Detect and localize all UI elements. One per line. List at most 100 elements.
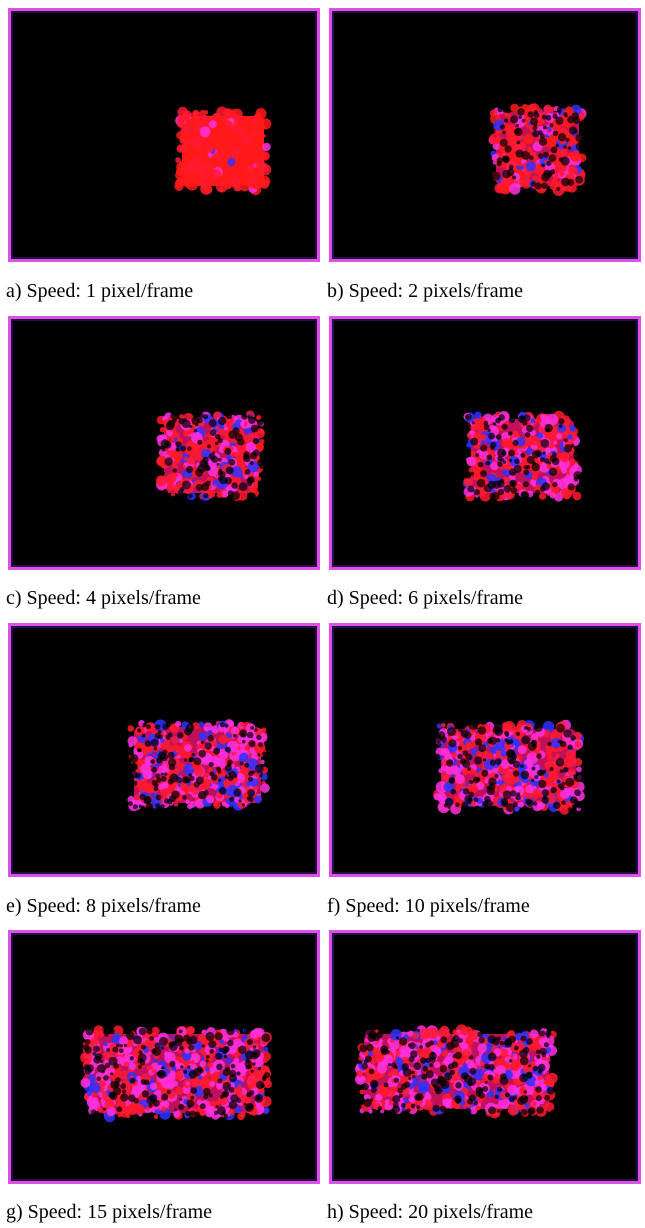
object-gap xyxy=(538,780,546,788)
object-gap xyxy=(176,447,181,452)
object-gap xyxy=(152,780,158,786)
object-gap xyxy=(514,129,519,134)
object-gap xyxy=(211,774,218,781)
object-texture xyxy=(454,795,458,799)
object-gap xyxy=(220,722,225,727)
object-gap xyxy=(520,770,529,779)
object-gap xyxy=(504,731,509,736)
object-texture xyxy=(200,143,206,149)
object-gap xyxy=(532,740,535,743)
object-texture xyxy=(396,1050,401,1055)
object-gap xyxy=(97,1064,106,1073)
object-gap xyxy=(547,1087,555,1095)
object-gap xyxy=(160,776,166,782)
object-texture xyxy=(477,1043,487,1053)
object-texture xyxy=(172,1081,178,1087)
object-gap xyxy=(549,468,557,476)
object-gap xyxy=(205,742,212,749)
object-gap xyxy=(189,757,194,762)
object-texture xyxy=(231,727,239,735)
object-gap xyxy=(475,738,482,745)
object-gap xyxy=(517,108,525,116)
object-gap xyxy=(563,729,571,737)
object-gap xyxy=(388,1063,391,1066)
object-gap xyxy=(496,434,502,440)
object-texture xyxy=(190,126,195,131)
object-gap xyxy=(248,416,256,424)
object-gap xyxy=(129,763,138,772)
object-gap xyxy=(497,728,502,733)
object-gap xyxy=(544,1042,549,1047)
moving-object xyxy=(127,719,269,811)
object-gap xyxy=(259,774,262,777)
object-gap xyxy=(251,425,259,433)
object-gap xyxy=(219,787,227,795)
object-gap xyxy=(114,1063,120,1069)
object-texture xyxy=(233,114,242,123)
object-texture xyxy=(185,800,190,805)
object-texture xyxy=(190,137,197,144)
object-gap xyxy=(361,1063,368,1070)
object-gap xyxy=(497,1109,501,1113)
object-gap xyxy=(226,1027,234,1035)
object-texture xyxy=(99,1080,106,1087)
object-gap xyxy=(209,1093,213,1097)
object-texture xyxy=(198,1076,202,1080)
object-gap xyxy=(503,156,510,163)
object-gap xyxy=(263,801,266,804)
object-gap xyxy=(488,1053,497,1062)
object-gap xyxy=(576,186,579,189)
object-gap xyxy=(182,481,191,490)
object-gap xyxy=(186,466,193,473)
object-gap xyxy=(465,473,471,479)
object-texture xyxy=(242,789,246,793)
object-gap xyxy=(114,1114,118,1118)
object-gap xyxy=(392,1095,400,1103)
moving-object xyxy=(463,411,582,502)
object-texture xyxy=(227,158,235,166)
object-gap xyxy=(259,464,265,470)
object-gap xyxy=(155,724,160,729)
moving-object xyxy=(489,103,587,196)
object-gap xyxy=(182,419,191,428)
object-texture xyxy=(260,783,270,793)
object-gap xyxy=(565,778,574,787)
object-gap xyxy=(560,740,564,744)
object-texture xyxy=(134,1104,145,1115)
object-gap xyxy=(133,804,138,809)
object-texture xyxy=(107,1107,116,1116)
object-gap xyxy=(518,115,522,119)
object-gap xyxy=(510,115,518,123)
object-gap xyxy=(238,1046,246,1054)
object-gap xyxy=(138,1065,142,1069)
object-texture xyxy=(249,176,257,184)
object-gap xyxy=(183,1070,187,1074)
object-gap xyxy=(444,1108,453,1117)
object-gap xyxy=(167,420,175,428)
object-gap xyxy=(247,732,254,739)
object-gap xyxy=(551,787,557,793)
panel-caption: d) Speed: 6 pixels/frame xyxy=(327,587,523,610)
object-texture xyxy=(258,152,267,161)
object-gap xyxy=(524,414,531,421)
object-gap xyxy=(444,804,448,808)
object-gap xyxy=(535,450,542,457)
object-texture xyxy=(518,802,524,808)
object-gap xyxy=(209,1049,214,1054)
object-texture xyxy=(209,1111,213,1115)
object-gap xyxy=(174,1108,177,1111)
object-gap xyxy=(502,424,508,430)
object-gap xyxy=(137,748,141,752)
object-gap xyxy=(206,1032,215,1041)
object-gap xyxy=(144,1080,150,1086)
object-gap xyxy=(132,780,138,786)
object-texture xyxy=(213,152,222,161)
object-gap xyxy=(542,451,545,454)
object-gap xyxy=(575,134,583,142)
object-gap xyxy=(241,733,245,737)
object-gap xyxy=(116,1044,120,1048)
object-gap xyxy=(574,477,579,482)
object-gap xyxy=(557,779,561,783)
object-gap xyxy=(500,1041,504,1045)
object-gap xyxy=(488,433,495,440)
